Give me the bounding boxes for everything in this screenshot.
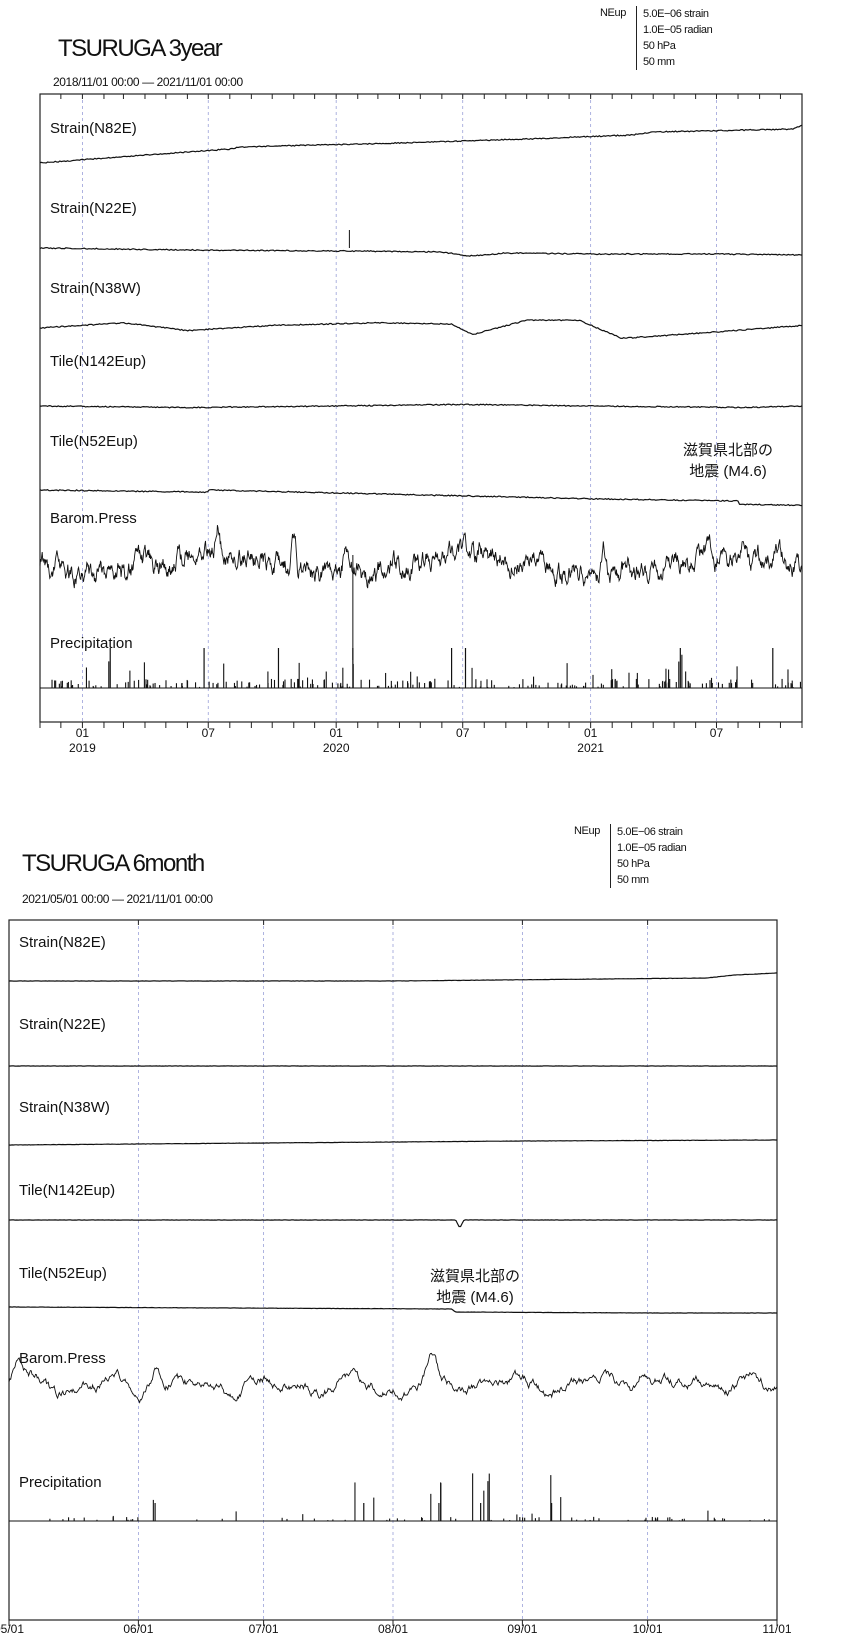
x-tick-label: 08/01 [378, 1622, 408, 1636]
chart-panel-3year: TSURUGA 3year 2018/11/01 00:00 — 2021/11… [0, 0, 853, 820]
series-label: Barom.Press [50, 510, 137, 527]
x-tick-label: 07/01 [249, 1622, 279, 1636]
chart-title: TSURUGA 6month [22, 850, 205, 877]
series-line [39, 488, 803, 507]
series-label: Strain(N38W) [50, 280, 141, 297]
series-line [39, 525, 803, 589]
x-tick-year: 2020 [323, 741, 350, 755]
period-label: 2021/05/01 00:00 — 2021/11/01 00:00 [22, 892, 213, 906]
series-line [8, 972, 778, 982]
series-label: Strain(N38W) [19, 1099, 110, 1116]
x-tick-label: 05/01 [0, 1622, 24, 1636]
series-line [40, 403, 803, 409]
x-tick-label: 10/01 [633, 1622, 663, 1636]
x-tick-label: 07 [710, 726, 724, 740]
series-label: Tile(N52Eup) [50, 433, 138, 450]
annotation-text: 地震 (M4.6) [689, 463, 767, 480]
x-tick-year: 2021 [577, 741, 604, 755]
x-tick-label: 07 [202, 726, 216, 740]
series-line [39, 124, 803, 164]
series-line [9, 1219, 777, 1228]
x-tick-label: 01 [76, 726, 90, 740]
scale-legend: 5.0E−06 strain 1.0E−05 radian 50 hPa 50 … [610, 824, 687, 888]
scale-mm: 50 mm [617, 874, 649, 886]
scale-legend: 5.0E−06 strain 1.0E−05 radian 50 hPa 50 … [636, 6, 713, 70]
scale-mm: 50 mm [643, 56, 675, 68]
series-label: Strain(N22E) [19, 1016, 106, 1033]
series-label: Tile(N142Eup) [50, 353, 146, 370]
series-label: Barom.Press [19, 1350, 106, 1367]
series-line [8, 1352, 778, 1404]
series-label: Tile(N142Eup) [19, 1182, 115, 1199]
period-label: 2018/11/01 00:00 — 2021/11/01 00:00 [53, 75, 243, 89]
series-line [8, 1139, 777, 1146]
x-tick-label: 11/01 [762, 1622, 791, 1636]
series-label: Strain(N82E) [50, 120, 137, 137]
series-label: Strain(N82E) [19, 934, 106, 951]
chart-6month: 05/01 06/01 07/01 08/01 09/01 10/01 11/01 Strai… [0, 919, 792, 1636]
scale-strain: 5.0E−06 strain [617, 826, 683, 838]
series-line [8, 1306, 777, 1314]
annotation-text: 地震 (M4.6) [436, 1289, 514, 1306]
scale-hpa: 50 hPa [643, 40, 676, 52]
x-tick-label: 01 [584, 726, 598, 740]
x-tick-label: 09/01 [507, 1622, 537, 1636]
series-label: Strain(N22E) [50, 200, 137, 217]
chart-title: TSURUGA 3year [58, 35, 223, 62]
x-tick-label: 07 [456, 726, 470, 740]
scale-radian: 1.0E−05 radian [617, 842, 687, 854]
chart-panel-6month: TSURUGA 6month 2021/05/01 00:00 — 2021/1… [0, 820, 853, 1642]
scale-component-label: NEup [600, 7, 626, 19]
scale-component-label: NEup [574, 825, 600, 837]
scale-hpa: 50 hPa [617, 858, 650, 870]
scale-strain: 5.0E−06 strain [643, 8, 709, 20]
series-label: Precipitation [50, 635, 133, 652]
scale-radian: 1.0E−05 radian [643, 24, 713, 36]
series-line [39, 319, 803, 340]
plot-frame [39, 93, 803, 723]
series-line [39, 246, 803, 257]
annotation-text: 滋賀県北部の [430, 1268, 520, 1285]
x-tick-year: 2019 [69, 741, 96, 755]
series-label: Precipitation [19, 1474, 102, 1491]
x-tick-label: 01 [329, 726, 343, 740]
series-label: Tile(N52Eup) [19, 1265, 107, 1282]
x-tick-label: 06/01 [123, 1622, 153, 1636]
annotation-text: 滋賀県北部の [683, 442, 773, 459]
